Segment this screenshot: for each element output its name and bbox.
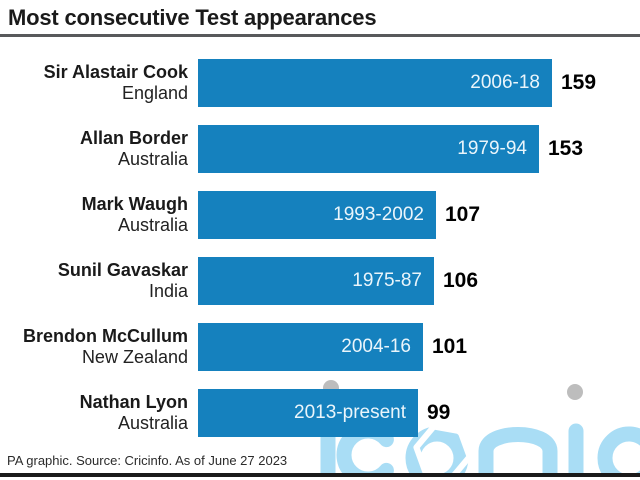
bar-period-label: 2006-18 (470, 72, 540, 94)
player-country: England (121, 83, 188, 104)
bar: 1975-87 (198, 257, 434, 306)
player-name: Sunil Gavaskar (57, 260, 188, 281)
bar: 1993-2002 (198, 191, 436, 240)
chart-row: Brendon McCullum New Zealand 2004-16 101 (0, 314, 640, 380)
watermark-letter-o (405, 426, 469, 477)
bar-value-label: 106 (443, 269, 479, 293)
row-labels: Nathan Lyon Australia (0, 392, 198, 434)
row-labels: Sunil Gavaskar India (0, 260, 198, 302)
bar-chart: Sir Alastair Cook England 2006-18 159 Al… (0, 50, 640, 446)
chart-row: Sir Alastair Cook England 2006-18 159 (0, 50, 640, 116)
title-divider (0, 34, 640, 38)
player-country: Australia (117, 413, 188, 434)
row-labels: Brendon McCullum New Zealand (0, 326, 198, 368)
watermark-hexagon-icon (413, 423, 473, 477)
row-labels: Sir Alastair Cook England (0, 62, 198, 104)
player-country: India (148, 281, 188, 302)
chart-row: Sunil Gavaskar India 1975-87 106 (0, 248, 640, 314)
bar: 2006-18 (198, 59, 552, 108)
bar: 2013-present (198, 389, 418, 438)
watermark-letter-n (478, 427, 558, 477)
watermark-letter-c2 (597, 426, 640, 477)
page-title: Most consecutive Test appearances (8, 5, 377, 30)
player-name: Nathan Lyon (79, 392, 188, 413)
bar-value-label: 107 (445, 203, 481, 227)
bar-value-label: 153 (548, 137, 584, 161)
player-name: Allan Border (79, 128, 188, 149)
bar-period-label: 1975-87 (352, 270, 422, 292)
row-labels: Mark Waugh Australia (0, 194, 198, 236)
bar-value-label: 99 (427, 401, 451, 425)
chart-row: Mark Waugh Australia 1993-2002 107 (0, 182, 640, 248)
watermark-i2-dot (567, 384, 583, 400)
player-country: Australia (117, 215, 188, 236)
player-country: Australia (117, 149, 188, 170)
bottom-divider (0, 473, 640, 477)
source-credit: PA graphic. Source: Cricinfo. As of June… (7, 453, 288, 468)
bar: 2004-16 (198, 323, 423, 372)
bar: 1979-94 (198, 125, 539, 174)
bar-period-label: 2004-16 (341, 336, 411, 358)
bar-period-label: 2013-present (294, 402, 406, 424)
player-name: Brendon McCullum (23, 326, 188, 347)
bar-value-label: 101 (432, 335, 468, 359)
chart-row: Nathan Lyon Australia 2013-present 99 (0, 380, 640, 446)
chart-row: Allan Border Australia 1979-94 153 (0, 116, 640, 182)
bar-period-label: 1993-2002 (333, 204, 424, 226)
bar-period-label: 1979-94 (457, 138, 527, 160)
player-name: Sir Alastair Cook (43, 62, 188, 83)
bar-value-label: 159 (561, 71, 597, 95)
player-name: Mark Waugh (81, 194, 188, 215)
player-country: New Zealand (81, 347, 188, 368)
row-labels: Allan Border Australia (0, 128, 198, 170)
